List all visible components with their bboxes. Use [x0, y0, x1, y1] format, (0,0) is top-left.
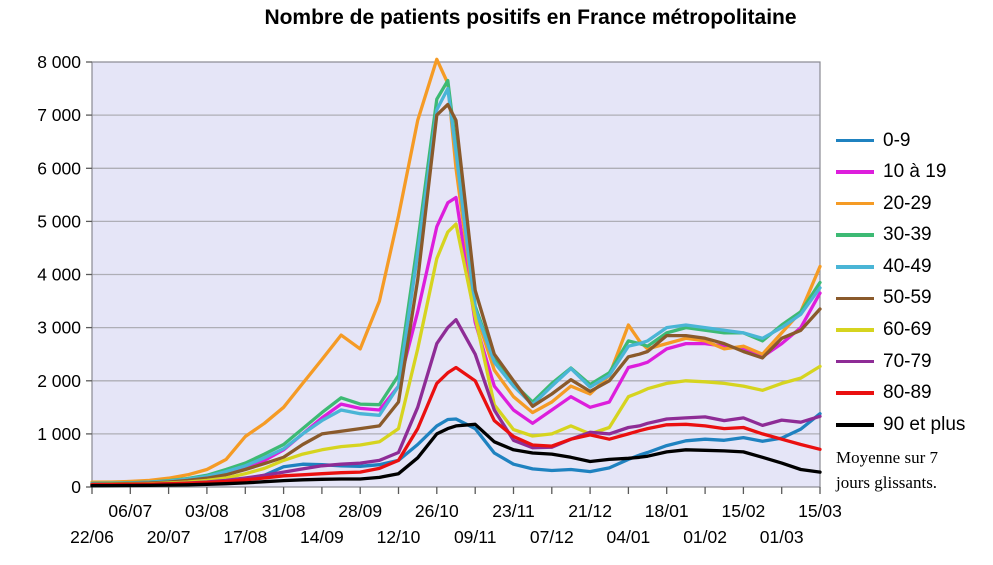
- y-axis-label: 6 000: [37, 158, 81, 178]
- y-axis-label: 7 000: [37, 105, 81, 125]
- legend-swatch: [836, 296, 874, 301]
- x-axis-label-upper: 15/03: [798, 501, 842, 521]
- y-axis-label: 3 000: [37, 318, 81, 338]
- legend-label: 90 et plus: [883, 413, 966, 435]
- legend-item-40-49: 40-49: [836, 255, 992, 278]
- legend-swatch: [836, 201, 874, 206]
- note-line-2: jours glissants.: [836, 472, 938, 492]
- legend-swatch: [836, 265, 874, 269]
- x-axis-labels: 06/07 03/08 31/08 28/09 26/10 23/11 21/12 18/01…: [70, 501, 842, 547]
- legend-item-90-et-plus: 90 et plus: [836, 413, 992, 436]
- y-axis-label: 4 000: [37, 265, 81, 285]
- chart-title: Nombre de patients positifs en France mé…: [264, 6, 797, 29]
- x-axis-label-lower: 17/08: [223, 527, 267, 547]
- series-line-50-59: [90, 102, 822, 486]
- legend-item-10-à-19: 10 à 19: [836, 161, 992, 184]
- y-axis-label: 2 000: [37, 371, 81, 391]
- series-line-20-29: [90, 57, 822, 484]
- legend-label: 20-29: [883, 192, 932, 214]
- x-axis-label-upper: 31/08: [262, 501, 306, 521]
- legend-item-80-89: 80-89: [836, 382, 992, 405]
- legend-swatch: [836, 233, 874, 238]
- legend-item-30-39: 30-39: [836, 224, 992, 247]
- x-axis-label-lower: 09/11: [454, 527, 497, 547]
- x-axis-label-upper: 18/01: [645, 501, 689, 521]
- legend-label: 60-69: [883, 319, 932, 341]
- legend-swatch: [836, 170, 874, 174]
- x-axis-label-lower: 20/07: [147, 527, 191, 547]
- series-line-90-et-plus: [90, 422, 822, 488]
- legend-label: 40-49: [883, 255, 932, 277]
- series-line-80-89: [90, 365, 822, 487]
- x-axis-label-lower: 22/06: [70, 527, 114, 547]
- series-line-40-49: [90, 86, 822, 486]
- x-axis-ticks: [91, 487, 821, 494]
- rolling-average-note: Moyenne sur 7 jours glissants.: [836, 446, 991, 495]
- legend-item-60-69: 60-69: [836, 319, 992, 342]
- legend-label: 10 à 19: [883, 161, 947, 183]
- x-axis-label-lower: 07/12: [530, 527, 574, 547]
- note-line-1: Moyenne sur 7: [836, 448, 938, 467]
- legend-swatch: [836, 423, 874, 427]
- y-axis-label: 1 000: [37, 424, 81, 444]
- x-axis-label-upper: 26/10: [415, 501, 459, 521]
- legend-label: 30-39: [883, 224, 932, 246]
- legend-swatch: [836, 138, 874, 143]
- legend-item-20-29: 20-29: [836, 192, 992, 215]
- legend-item-50-59: 50-59: [836, 287, 992, 310]
- x-axis-label-upper: 15/02: [722, 501, 766, 521]
- x-axis-label-lower: 04/01: [607, 527, 651, 547]
- legend-item-0-9: 0-9: [836, 129, 992, 152]
- x-axis-label-lower: 14/09: [300, 527, 344, 547]
- x-axis-label-lower: 01/02: [683, 527, 727, 547]
- legend-swatch: [836, 391, 874, 396]
- y-axis-label: 5 000: [37, 211, 81, 231]
- x-axis-label-upper: 03/08: [185, 501, 229, 521]
- y-axis-label: 0: [71, 477, 81, 497]
- legend-label: 80-89: [883, 382, 932, 404]
- x-axis-label-upper: 06/07: [108, 501, 152, 521]
- legend-label: 50-59: [883, 287, 932, 309]
- legend-swatch: [836, 359, 874, 364]
- legend: 0-9 10 à 19 20-29 30-39 40-49 50-59 60-69 70-79…: [836, 129, 992, 445]
- y-axis-label: 8 000: [37, 52, 81, 72]
- legend-swatch: [836, 328, 874, 332]
- x-axis-label-lower: 12/10: [377, 527, 421, 547]
- x-axis-label-upper: 28/09: [338, 501, 382, 521]
- y-axis: 0 1 000 2 000 3 000 4 000 5 000 6 000 7 000 8 00…: [37, 52, 92, 497]
- legend-label: 0-9: [883, 129, 911, 151]
- x-axis-label-upper: 23/11: [492, 501, 535, 521]
- legend-label: 70-79: [883, 350, 932, 372]
- x-axis-label-upper: 21/12: [568, 501, 612, 521]
- x-axis-label-lower: 01/03: [760, 527, 804, 547]
- legend-item-70-79: 70-79: [836, 350, 992, 373]
- series-line-60-69: [90, 222, 822, 487]
